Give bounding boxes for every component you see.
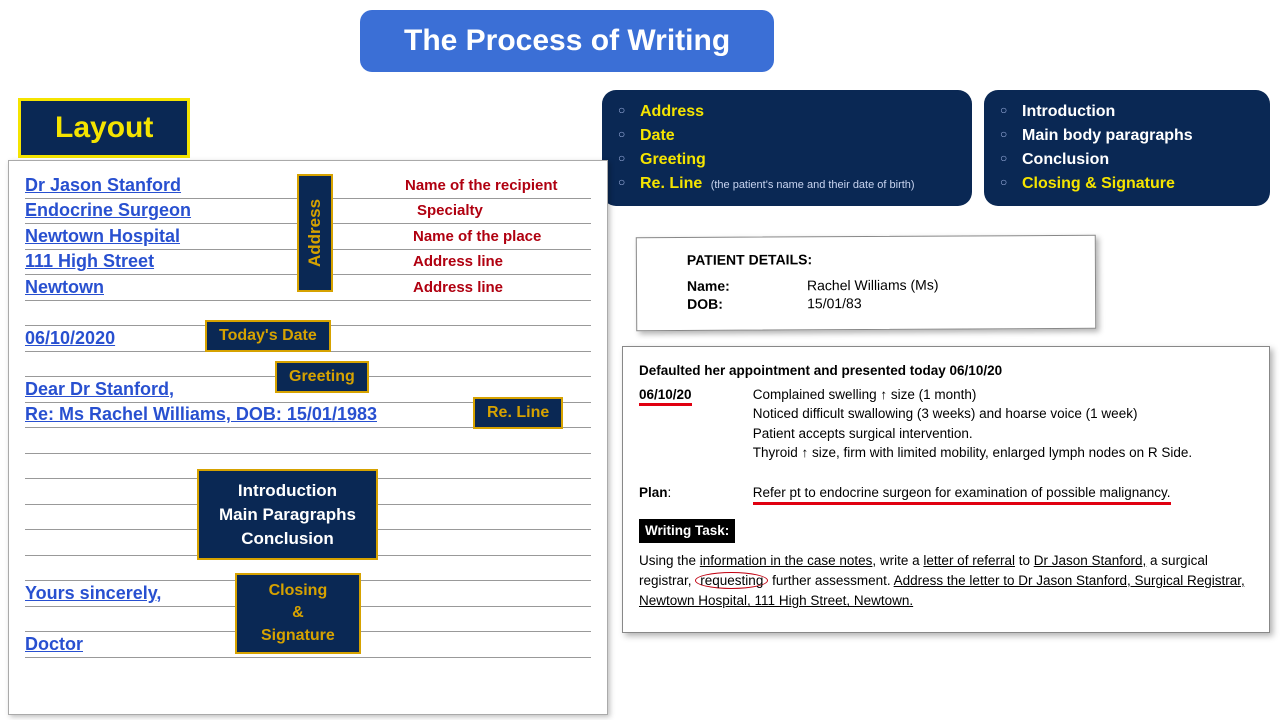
bp1-item: Address	[640, 100, 952, 124]
patient-dob-val: 15/01/83	[807, 295, 862, 311]
bullet-panel-left: Address Date Greeting Re. Line (the pati…	[602, 90, 972, 206]
writing-task-label: Writing Task:	[639, 519, 735, 543]
body-concl: Conclusion	[241, 529, 334, 548]
reline-badge: Re. Line	[473, 397, 563, 429]
addr-line-1: Dr Jason Stanford	[25, 175, 181, 196]
addr-line-3: Newtown Hospital	[25, 226, 180, 247]
t2b: Newtown Hospital, 111 High Street, Newto…	[639, 593, 913, 608]
closing-badge: Closing & Signature	[235, 573, 361, 654]
annot-5: Address line	[413, 279, 503, 296]
notes-l2: Noticed difficult swallowing (3 weeks) a…	[753, 406, 1138, 421]
closing-3: Signature	[261, 627, 335, 644]
patient-name-lbl: Name:	[687, 277, 807, 294]
letter-panel: Address Dr Jason Stanford Name of the rec…	[8, 160, 608, 715]
closing-2: &	[292, 604, 304, 621]
bp2-item: Introduction	[1022, 100, 1250, 124]
body-intro: Introduction	[238, 481, 337, 500]
bp1-item: Re. Line (the patient's name and their d…	[640, 172, 952, 196]
addr-line-2: Endocrine Surgeon	[25, 200, 191, 221]
patient-header: PATIENT DETAILS:	[687, 250, 1075, 268]
greeting-badge: Greeting	[275, 361, 369, 393]
body-main: Main Paragraphs	[219, 505, 356, 524]
annot-1: Name of the recipient	[405, 177, 558, 194]
notes-l4: Thyroid ↑ size, firm with limited mobili…	[753, 445, 1192, 460]
addr-line-5: Newtown	[25, 277, 104, 298]
t1c: , write a	[872, 553, 923, 568]
date-line: 06/10/2020	[25, 328, 115, 349]
annot-2: Specialty	[417, 202, 483, 219]
t1b: information in the case notes	[700, 553, 873, 568]
bp1-item: Greeting	[640, 148, 952, 172]
t-circ: requesting	[695, 572, 768, 589]
patient-name-val: Rachel Williams (Ms)	[807, 277, 939, 294]
task-text: Using the information in the case notes,…	[639, 551, 1253, 612]
closing-line: Yours sincerely,	[25, 583, 161, 604]
body-badge: Introduction Main Paragraphs Conclusion	[197, 469, 378, 560]
bp1-item: Date	[640, 124, 952, 148]
addr-line-4: 111 High Street	[25, 251, 154, 272]
bp2-item: Main body paragraphs	[1022, 124, 1250, 148]
closing-1: Closing	[269, 582, 328, 599]
reline-line: Re: Ms Rachel Williams, DOB: 15/01/1983	[25, 404, 377, 425]
annot-3: Name of the place	[413, 228, 541, 245]
main-title: The Process of Writing	[360, 10, 774, 72]
doctor-line: Doctor	[25, 634, 83, 655]
t1h: further assessment.	[768, 573, 893, 588]
bp2-item: Conclusion	[1022, 148, 1250, 172]
bullet-panel-right: Introduction Main body paragraphs Conclu…	[984, 90, 1270, 206]
t1f: Dr Jason Stanford,	[1034, 553, 1147, 568]
bp2-item: Closing & Signature	[1022, 172, 1250, 196]
plan-val: Refer pt to endocrine surgeon for examin…	[753, 483, 1171, 506]
layout-badge: Layout	[18, 98, 190, 158]
t1e: to	[1015, 553, 1034, 568]
patient-card: PATIENT DETAILS: Name: Rachel Williams (…	[636, 235, 1096, 331]
t2a: Address the letter to Dr Jason Stanford,…	[894, 573, 1245, 588]
t1d: letter of referral	[923, 553, 1015, 568]
notes-card: Defaulted her appointment and presented …	[622, 346, 1270, 633]
annot-4: Address line	[413, 253, 503, 270]
notes-l1: Complained swelling ↑ size (1 month)	[753, 387, 977, 402]
plan-lbl: Plan	[639, 485, 668, 500]
date-badge: Today's Date	[205, 320, 331, 352]
notes-date: 06/10/20	[639, 387, 692, 406]
notes-headline: Defaulted her appointment and presented …	[639, 361, 1253, 381]
notes-l3: Patient accepts surgical intervention.	[753, 426, 973, 441]
t1a: Using the	[639, 553, 700, 568]
address-side-label: Address	[297, 174, 333, 292]
patient-dob-lbl: DOB:	[687, 295, 807, 312]
bp1-reline-sub: (the patient's name and their date of bi…	[711, 179, 915, 191]
bp1-reline: Re. Line	[640, 175, 702, 192]
greeting-line: Dear Dr Stanford,	[25, 379, 174, 400]
